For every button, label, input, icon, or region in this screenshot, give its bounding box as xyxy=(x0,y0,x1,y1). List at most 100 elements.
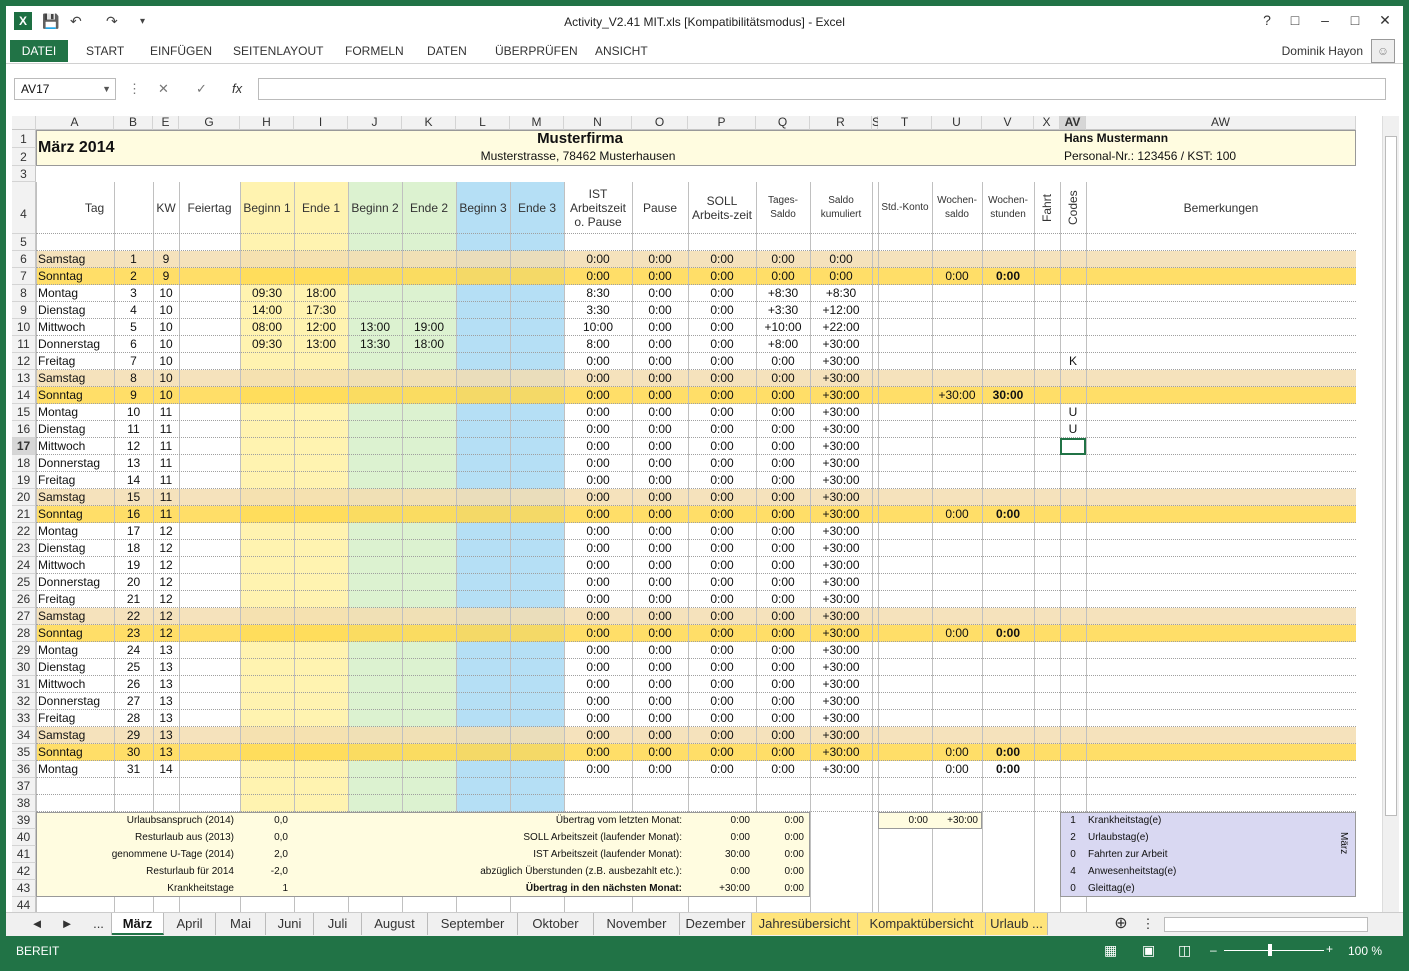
vertical-scroll-thumb[interactable] xyxy=(1385,136,1397,816)
row-header[interactable]: 32 xyxy=(12,693,36,710)
begin-2[interactable] xyxy=(350,438,400,455)
summary-value[interactable]: 0,0 xyxy=(274,815,288,826)
week-hours[interactable] xyxy=(984,676,1032,693)
week-balance[interactable] xyxy=(934,608,980,625)
end-2[interactable] xyxy=(404,251,454,268)
week-hours[interactable] xyxy=(984,421,1032,438)
column-title[interactable]: KW xyxy=(156,201,176,215)
code-cell[interactable] xyxy=(1062,523,1084,540)
week-balance[interactable]: 0:00 xyxy=(945,745,969,759)
row-header[interactable]: 39 xyxy=(12,812,36,829)
week-hours[interactable] xyxy=(984,455,1032,472)
tab-seitenlayout[interactable]: SEITENLAYOUT xyxy=(233,44,324,58)
month-title[interactable]: März 2014 xyxy=(38,139,115,156)
calendar-week[interactable]: 13 xyxy=(159,745,173,759)
cumulative-balance[interactable]: +30:00 xyxy=(822,524,860,538)
begin-1[interactable] xyxy=(242,455,292,472)
week-balance[interactable]: +30:00 xyxy=(938,388,976,402)
ist-time[interactable]: 0:00 xyxy=(586,575,610,589)
day-name[interactable]: Samstag xyxy=(38,728,86,742)
code-cell[interactable] xyxy=(1062,710,1084,727)
soll-time[interactable]: 0:00 xyxy=(710,609,734,623)
week-balance[interactable]: 0:00 xyxy=(945,626,969,640)
customize-toolbar-icon[interactable]: ▾ xyxy=(140,16,146,27)
row-header[interactable]: 23 xyxy=(12,540,36,557)
begin-2[interactable] xyxy=(350,574,400,591)
row-header[interactable]: 25 xyxy=(12,574,36,591)
code-cell[interactable] xyxy=(1062,472,1084,489)
ist-time[interactable]: 0:00 xyxy=(586,677,610,691)
cumulative-balance[interactable]: +30:00 xyxy=(822,405,860,419)
code-cell[interactable] xyxy=(1062,319,1084,336)
week-hours[interactable] xyxy=(984,489,1032,506)
tab-scroll-left-icon[interactable]: ◄ xyxy=(30,916,44,931)
begin-1[interactable]: 09:30 xyxy=(251,337,283,351)
day-balance[interactable]: 0:00 xyxy=(771,269,795,283)
row-header[interactable]: 7 xyxy=(12,268,36,285)
close-button[interactable]: ✕ xyxy=(1379,12,1391,28)
week-hours[interactable] xyxy=(984,557,1032,574)
column-title[interactable]: Ende 1 xyxy=(301,201,341,215)
ist-time[interactable]: 0:00 xyxy=(586,371,610,385)
tab-formeln[interactable]: FORMELN xyxy=(345,44,404,58)
day-number[interactable]: 14 xyxy=(126,473,141,487)
day-number[interactable]: 11 xyxy=(127,422,140,436)
normal-view-icon[interactable]: ▦ xyxy=(1104,942,1118,958)
row-header[interactable]: 36 xyxy=(12,761,36,778)
day-number[interactable]: 27 xyxy=(126,694,141,708)
soll-time[interactable]: 0:00 xyxy=(710,643,734,657)
sheet-tab[interactable]: März xyxy=(112,913,164,935)
summary-value[interactable]: 0:00 xyxy=(784,832,804,843)
day-number[interactable]: 13 xyxy=(126,456,141,470)
end-1[interactable]: 17:30 xyxy=(305,303,337,317)
soll-time[interactable]: 0:00 xyxy=(710,660,734,674)
column-header[interactable]: A xyxy=(36,116,114,130)
sheet-tab[interactable]: Urlaub ... xyxy=(986,913,1048,935)
column-title[interactable]: Beginn 2 xyxy=(351,201,399,215)
row-header[interactable]: 19 xyxy=(12,472,36,489)
calendar-week[interactable]: 10 xyxy=(159,286,173,300)
week-hours[interactable] xyxy=(984,353,1032,370)
calendar-week[interactable]: 10 xyxy=(159,388,173,402)
day-balance[interactable]: 0:00 xyxy=(771,524,795,538)
row-header[interactable]: 11 xyxy=(12,336,36,353)
begin-1[interactable] xyxy=(242,268,292,285)
soll-time[interactable]: 0:00 xyxy=(710,354,734,368)
pause-time[interactable]: 0:00 xyxy=(648,524,672,538)
begin-2[interactable] xyxy=(350,676,400,693)
redo-icon[interactable]: ↷ xyxy=(106,13,118,29)
week-balance[interactable]: 0:00 xyxy=(945,507,969,521)
konto-value[interactable]: 0:00 xyxy=(908,815,928,826)
begin-2[interactable] xyxy=(350,659,400,676)
horizontal-scrollbar[interactable] xyxy=(1164,917,1368,932)
pause-time[interactable]: 0:00 xyxy=(648,269,672,283)
summary-value[interactable]: -2,0 xyxy=(270,866,288,877)
cumulative-balance[interactable]: +30:00 xyxy=(822,745,860,759)
begin-1[interactable] xyxy=(242,727,292,744)
maximize-button[interactable]: □ xyxy=(1350,12,1360,28)
cumulative-balance[interactable]: +30:00 xyxy=(822,473,860,487)
soll-time[interactable]: 0:00 xyxy=(710,745,734,759)
soll-time[interactable]: 0:00 xyxy=(710,728,734,742)
summary-value[interactable]: +30:00 xyxy=(719,883,750,894)
column-header[interactable]: U xyxy=(932,116,982,130)
ist-time[interactable]: 0:00 xyxy=(586,609,610,623)
calendar-week[interactable]: 14 xyxy=(159,762,173,776)
end-1[interactable] xyxy=(296,557,346,574)
cumulative-balance[interactable]: +30:00 xyxy=(822,592,860,606)
day-balance[interactable]: 0:00 xyxy=(771,643,795,657)
summary-value[interactable]: 1 xyxy=(282,883,288,894)
row-header[interactable]: 12 xyxy=(12,353,36,370)
week-hours[interactable] xyxy=(984,319,1032,336)
day-balance[interactable]: 0:00 xyxy=(771,439,795,453)
pause-time[interactable]: 0:00 xyxy=(648,456,672,470)
row-header[interactable]: 1 xyxy=(12,130,36,148)
end-2[interactable]: 19:00 xyxy=(413,320,445,334)
begin-2[interactable] xyxy=(350,727,400,744)
begin-2[interactable] xyxy=(350,489,400,506)
user-name[interactable]: Dominik Hayon xyxy=(1281,44,1363,58)
ist-time[interactable]: 0:00 xyxy=(586,728,610,742)
day-balance[interactable]: 0:00 xyxy=(771,677,795,691)
end-2[interactable] xyxy=(404,438,454,455)
begin-2[interactable]: 13:30 xyxy=(359,337,391,351)
